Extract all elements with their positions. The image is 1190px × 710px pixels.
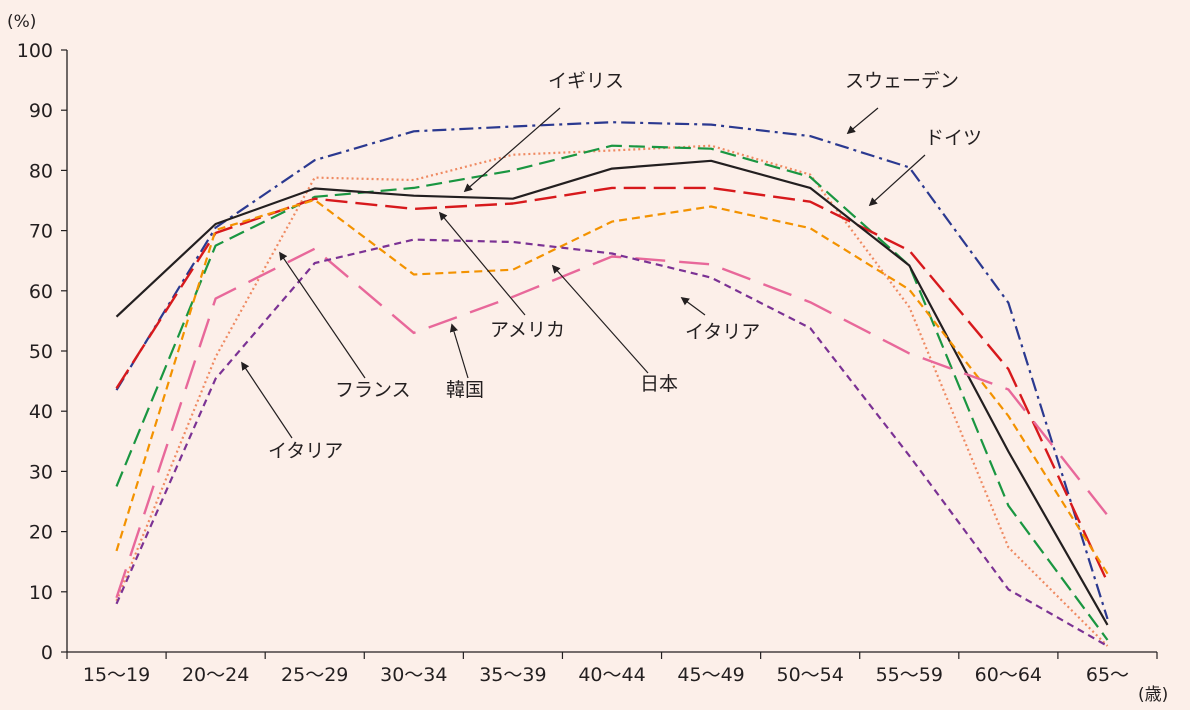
x-tick-label: 65～ bbox=[1086, 664, 1129, 686]
y-tick-label: 30 bbox=[29, 461, 53, 483]
annotation-label: 日本 bbox=[640, 373, 678, 395]
annotation-arrow bbox=[463, 107, 561, 193]
series-line-germany bbox=[115, 144, 1109, 641]
x-tick-label: 25～29 bbox=[281, 664, 348, 686]
y-tick-label: 40 bbox=[29, 401, 53, 423]
y-tick-label: 20 bbox=[29, 522, 53, 544]
y-tick-label: 100 bbox=[17, 40, 53, 62]
annotation-label: イタリア bbox=[268, 440, 343, 462]
annotation-arrow bbox=[868, 154, 926, 207]
y-tick-label: 70 bbox=[29, 221, 53, 243]
annotation-arrow bbox=[551, 264, 649, 374]
x-tick-label: 35～39 bbox=[479, 664, 546, 686]
annotation-arrow bbox=[449, 323, 469, 379]
x-unit-label: (歳) bbox=[1138, 685, 1168, 705]
y-unit-label: (%) bbox=[7, 12, 36, 32]
annotation-arrow bbox=[438, 211, 526, 316]
x-tick-label: 30～34 bbox=[380, 664, 447, 686]
series-line-sweden bbox=[115, 121, 1109, 620]
annotation-arrow bbox=[846, 107, 879, 135]
series-line-korea bbox=[115, 247, 1109, 599]
x-tick-label: 20～24 bbox=[182, 664, 249, 686]
y-tick-label: 50 bbox=[29, 341, 53, 363]
series-line-japan bbox=[115, 159, 1109, 626]
x-tick-label: 15～19 bbox=[83, 664, 150, 686]
y-tick-label: 60 bbox=[29, 281, 53, 303]
y-tick-label: 10 bbox=[29, 582, 53, 604]
y-tick-label: 0 bbox=[41, 642, 53, 664]
x-tick-label: 50～54 bbox=[777, 664, 844, 686]
annotation-label: イタリア bbox=[685, 321, 760, 343]
annotation-arrow bbox=[680, 297, 706, 316]
x-tick-label: 45～49 bbox=[677, 664, 744, 686]
x-tick-label: 40～44 bbox=[578, 664, 645, 686]
annotation-label: スウェーデン bbox=[845, 70, 959, 92]
annotation-label: イギリス bbox=[548, 70, 624, 92]
annotation-label: フランス bbox=[335, 379, 411, 401]
annotation-label: 韓国 bbox=[446, 379, 484, 401]
series-line-italy bbox=[115, 238, 1109, 647]
y-tick-label: 80 bbox=[29, 160, 53, 182]
annotation-label: ドイツ bbox=[925, 127, 982, 149]
x-tick-label: 60～64 bbox=[975, 664, 1042, 686]
annotation-label: アメリカ bbox=[490, 319, 565, 341]
series-line-france bbox=[115, 198, 1109, 575]
x-tick-label: 55～59 bbox=[876, 664, 943, 686]
annotation-arrow bbox=[279, 251, 366, 379]
annotation-arrow bbox=[241, 361, 293, 439]
y-tick-label: 90 bbox=[29, 100, 53, 122]
